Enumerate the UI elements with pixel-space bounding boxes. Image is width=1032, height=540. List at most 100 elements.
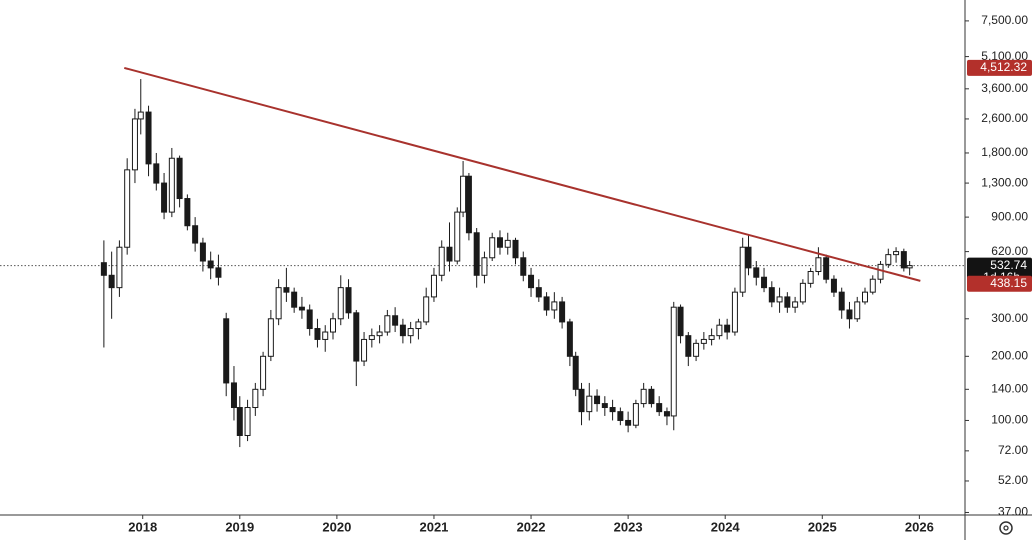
candle-body [792, 301, 799, 308]
candle-body [648, 388, 655, 405]
candle-body [215, 267, 222, 278]
candle-body [473, 232, 480, 276]
candle-body [869, 278, 876, 293]
candle-body [353, 312, 360, 362]
candle-body [528, 274, 535, 289]
candle-body [100, 262, 107, 276]
candle-body [716, 324, 723, 337]
candle-body [184, 198, 191, 227]
y-tick-label: 52.00 [998, 473, 1028, 487]
candle-body [640, 388, 647, 405]
candle-body [137, 111, 144, 120]
candle-body [862, 291, 869, 303]
candle-body [761, 276, 768, 289]
y-tick-label: 100.00 [991, 413, 1028, 427]
candle-body [512, 239, 519, 259]
candle-body [656, 403, 663, 413]
x-tick-label: 2026 [905, 519, 934, 534]
candle-body [337, 287, 344, 320]
candle-body [124, 169, 131, 248]
candle-body [368, 335, 375, 340]
candle-body [601, 403, 608, 409]
candle-body [535, 287, 542, 298]
candle-body [745, 246, 752, 269]
candle-body [176, 157, 183, 200]
candle-body [551, 301, 558, 311]
y-tick-label: 1,800.00 [981, 145, 1028, 159]
candle-body [345, 287, 352, 314]
candle-body [283, 287, 290, 293]
candle-body [776, 296, 783, 303]
y-tick-label: 37.00 [998, 505, 1028, 519]
y-tick-label: 7,500.00 [981, 13, 1028, 27]
candle-body [116, 246, 123, 289]
candle-body [168, 157, 175, 213]
candle-body [192, 225, 199, 244]
candle-body [496, 237, 503, 248]
candle-body [314, 328, 321, 340]
price-label-box [967, 275, 1032, 292]
candle-body [846, 309, 853, 320]
candle-body [230, 382, 237, 409]
settings-icon[interactable] [999, 521, 1013, 535]
candle-body [830, 278, 837, 293]
candle-body [632, 403, 639, 426]
candle-body [108, 274, 115, 289]
candle-body [543, 296, 550, 311]
candle-body [361, 338, 368, 362]
candle-body [594, 395, 601, 405]
candle-body [423, 296, 430, 323]
candle-body [578, 388, 585, 413]
y-tick-label: 140.00 [991, 381, 1028, 395]
x-tick-label: 2018 [128, 519, 157, 534]
settings-ring[interactable] [999, 521, 1013, 535]
candle-body [784, 296, 791, 308]
candle-body [298, 306, 305, 311]
candle-body [223, 318, 230, 384]
price-label: 532.74 [990, 258, 1027, 272]
candle-body [153, 163, 160, 184]
candle-body [267, 318, 274, 357]
candle-body [586, 395, 593, 413]
price-label: 438.15 [990, 276, 1027, 290]
candle-body [815, 257, 822, 273]
candle-body [489, 237, 496, 259]
candle-body [145, 111, 152, 165]
candle-body [460, 175, 467, 213]
candle-body [708, 335, 715, 340]
candle-body [438, 246, 445, 276]
y-tick-label: 200.00 [991, 348, 1028, 362]
candle-body [329, 318, 336, 333]
candle-body [572, 355, 579, 390]
candle-body [131, 118, 138, 171]
candle-body [520, 257, 527, 276]
y-tick-label: 300.00 [991, 311, 1028, 325]
y-tick-label: 900.00 [991, 209, 1028, 223]
candle-body [392, 315, 399, 326]
candle-body [724, 324, 731, 333]
trendline [124, 66, 921, 282]
candle-body [481, 257, 488, 276]
candle-body [407, 328, 414, 337]
candle-body [291, 291, 298, 308]
candle-body [617, 411, 624, 421]
candle-body [275, 287, 282, 320]
x-tick-label: 2021 [419, 519, 448, 534]
x-tick-label: 2023 [614, 519, 643, 534]
candle-body [838, 291, 845, 311]
y-tick-label: 5,100.00 [981, 49, 1028, 63]
candle-body [504, 239, 511, 248]
x-tick-label: 2020 [322, 519, 351, 534]
candle-body [376, 331, 383, 337]
candle-body [854, 301, 861, 320]
candle-body [906, 265, 913, 269]
x-tick-label: 2024 [711, 519, 741, 534]
candle-body [877, 263, 884, 280]
candle-body [900, 251, 907, 269]
candle-body [566, 321, 573, 357]
candle-body [739, 246, 746, 293]
y-tick-label: 1,300.00 [981, 175, 1028, 189]
settings-core[interactable] [1003, 525, 1009, 531]
